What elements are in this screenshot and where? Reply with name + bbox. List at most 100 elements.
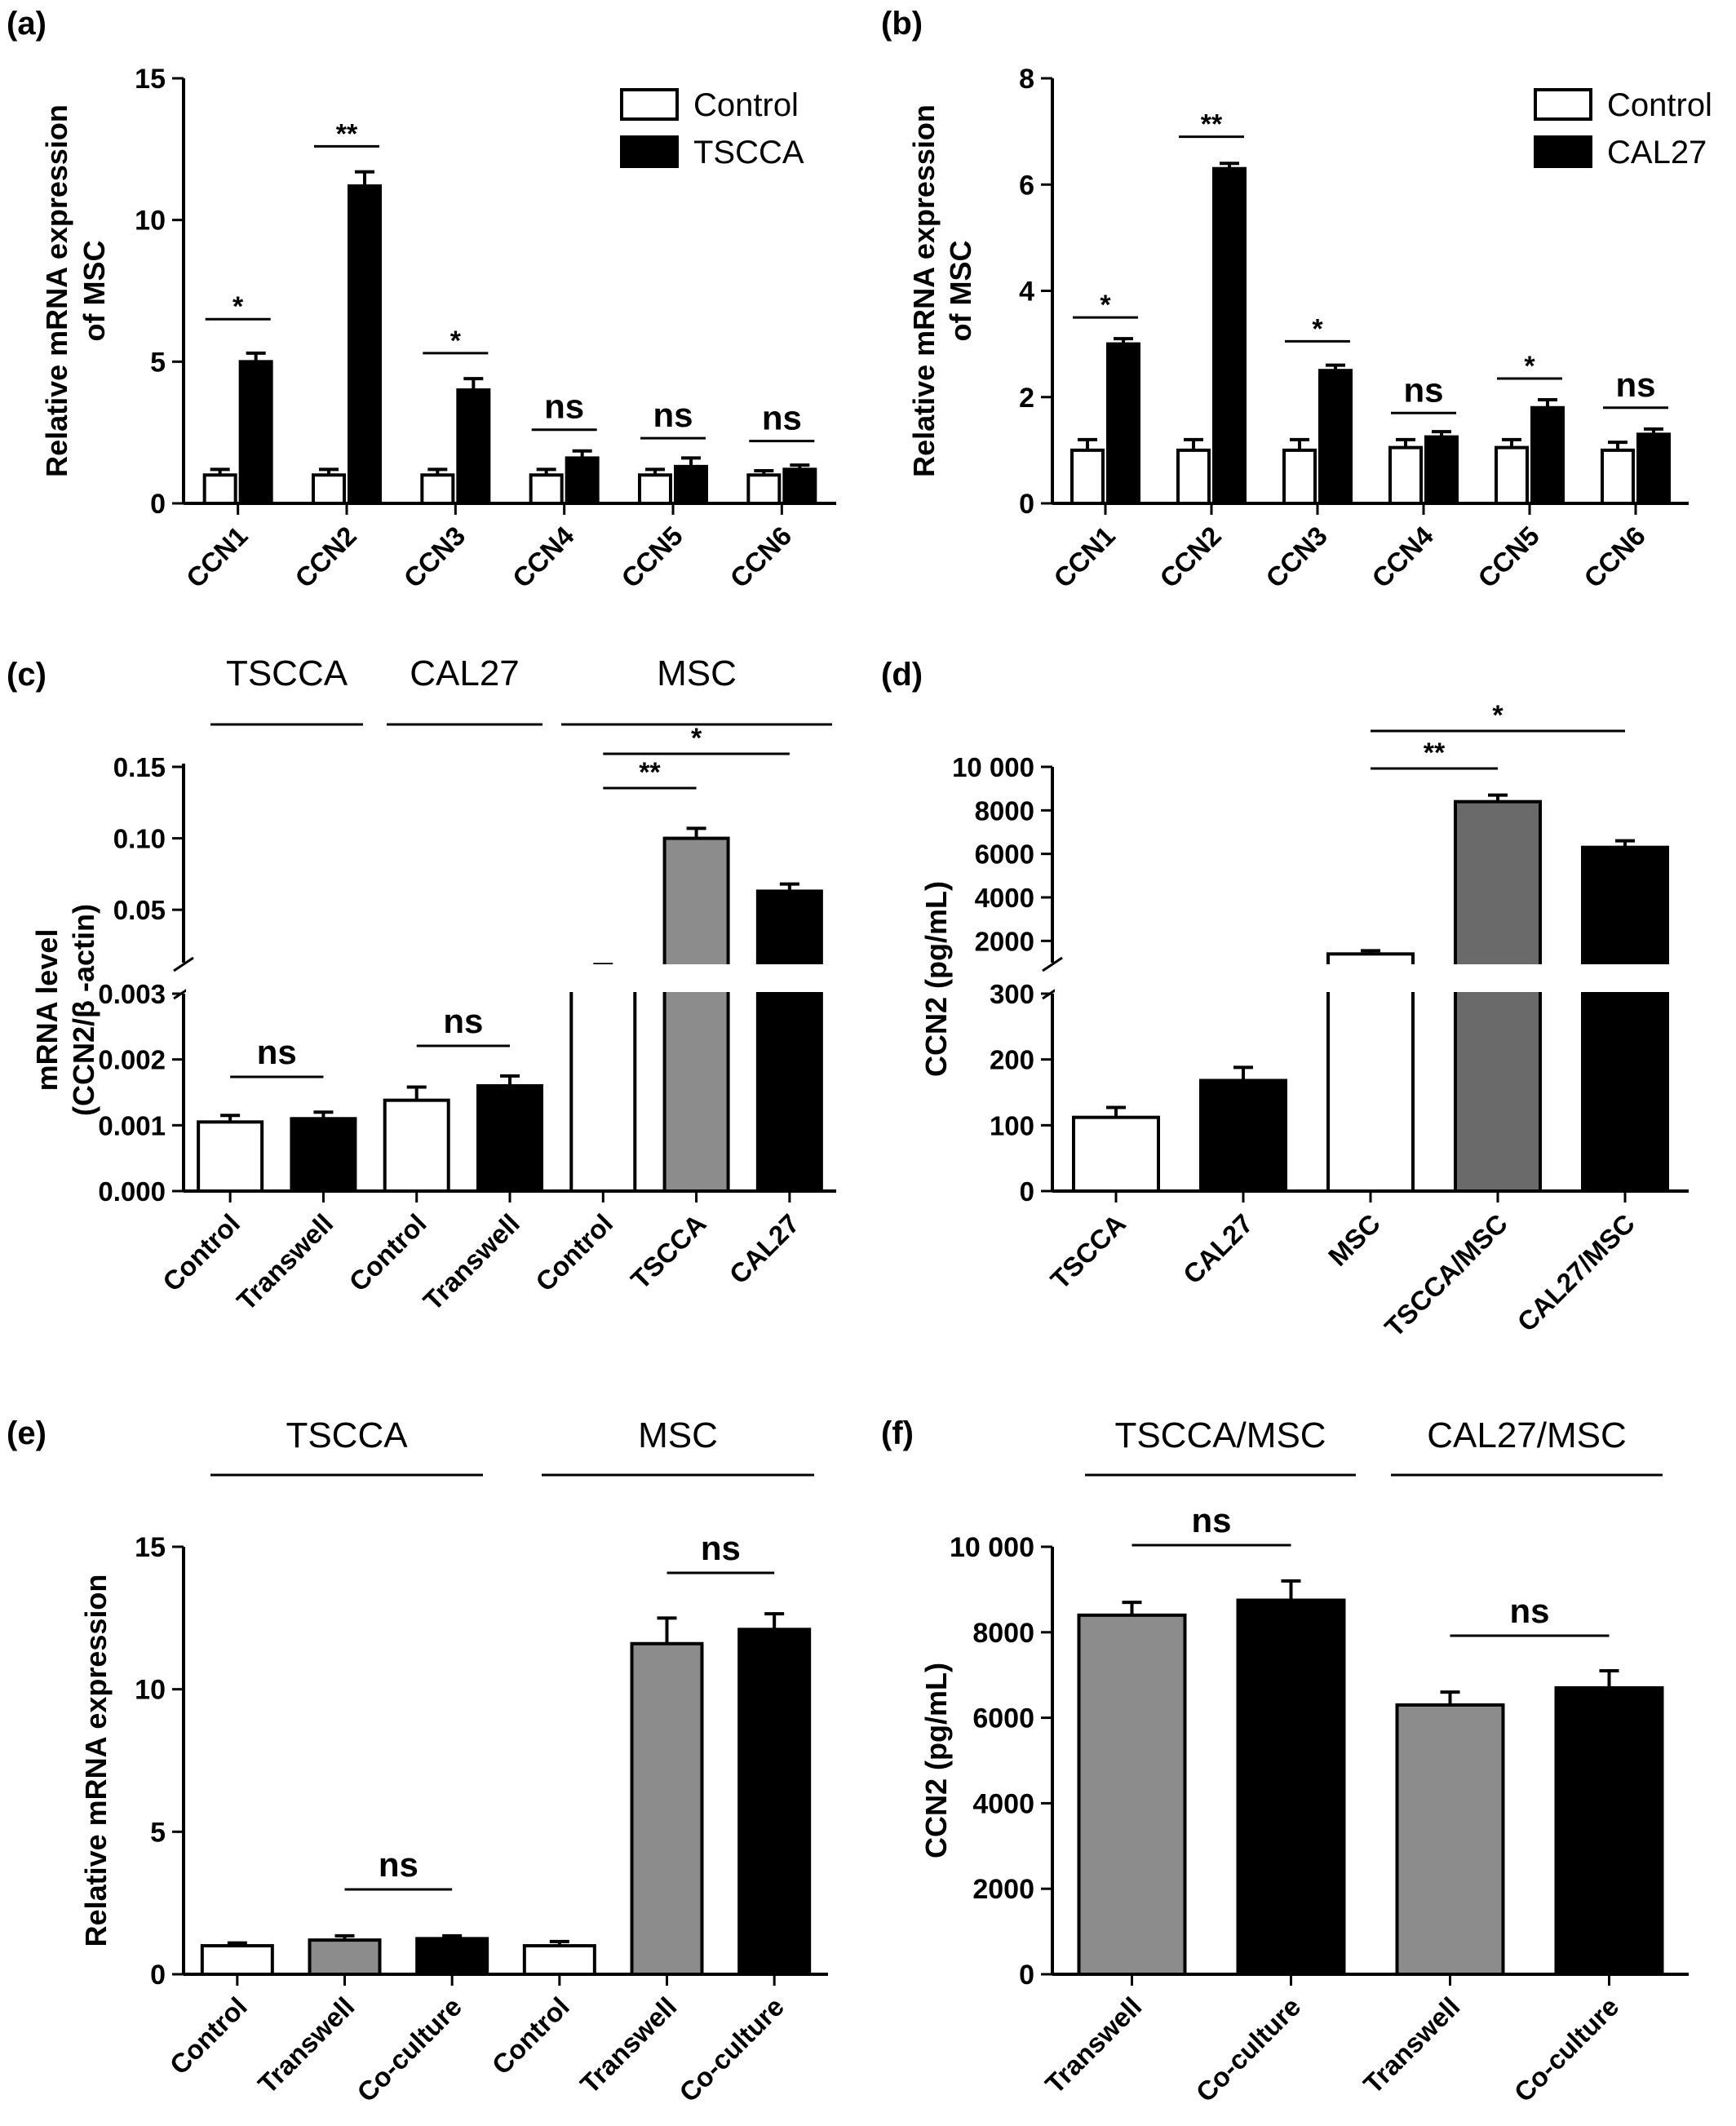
group-label: CAL27/MSC bbox=[1427, 1415, 1627, 1455]
bar-control bbox=[1176, 448, 1211, 505]
bar-control bbox=[1282, 448, 1317, 505]
chart-b: 0 2 4 6 8 Relative mRNA expression of MSC CCN1 C… bbox=[907, 64, 1712, 593]
y-axis-label: of MSC bbox=[944, 241, 977, 342]
x-tick-label: CCN5 bbox=[615, 520, 689, 594]
y-tick-label: 0.002 bbox=[98, 1045, 166, 1075]
x-tick-label: CCN4 bbox=[507, 520, 580, 593]
bar bbox=[1554, 1685, 1664, 1976]
y-tick-label: 0.001 bbox=[98, 1110, 166, 1141]
legend-label: TSCCA bbox=[693, 135, 804, 171]
significance-label: ns bbox=[762, 399, 802, 437]
x-tick-label: Transwell bbox=[417, 1208, 525, 1317]
y-tick-label: 0.05 bbox=[113, 895, 166, 925]
y-axis-label: CCN2 (pg/mL) bbox=[919, 881, 953, 1077]
y-tick-label: 15 bbox=[135, 1532, 166, 1563]
y-axis-label: Relative mRNA expression bbox=[79, 1575, 113, 1947]
y-tick-label: 6000 bbox=[975, 839, 1034, 870]
axis-break-mark bbox=[173, 956, 194, 972]
legend-label: CAL27 bbox=[1607, 135, 1707, 171]
x-tick-label: Transwell bbox=[1357, 1991, 1466, 2100]
group-label: TSCCA bbox=[226, 653, 348, 693]
bar bbox=[290, 1117, 357, 1194]
bar-control bbox=[312, 473, 346, 505]
legend-swatch bbox=[1534, 135, 1592, 168]
significance-label: * bbox=[1312, 313, 1323, 344]
bar-control bbox=[1388, 445, 1423, 506]
significance-label: ns bbox=[653, 396, 693, 434]
y-tick-label: 4000 bbox=[975, 883, 1034, 913]
y-tick-label: 0 bbox=[150, 1960, 166, 1991]
bar bbox=[737, 1628, 812, 1976]
y-axis-label: CCN2 (pg/mL) bbox=[919, 1663, 953, 1858]
axis-break-gap bbox=[1055, 964, 1691, 992]
legend-label: Control bbox=[1607, 87, 1712, 123]
significance-label: * bbox=[1524, 351, 1535, 382]
significance-label: * bbox=[450, 326, 462, 357]
significance-label: ** bbox=[1201, 109, 1223, 140]
y-tick-label: 8000 bbox=[972, 1618, 1034, 1649]
significance-label: ** bbox=[639, 757, 661, 788]
x-tick-label: Co-culture bbox=[1190, 1991, 1307, 2108]
y-axis-label: mRNA level bbox=[30, 929, 64, 1092]
bar-treated bbox=[1636, 432, 1671, 506]
significance-label: * bbox=[1100, 290, 1111, 321]
y-tick-label: 8000 bbox=[975, 795, 1034, 826]
bar-treated bbox=[1212, 166, 1247, 505]
x-tick-label: CCN6 bbox=[1578, 520, 1651, 594]
bar-treated bbox=[238, 360, 273, 506]
x-tick-label: Co-culture bbox=[1508, 1991, 1625, 2108]
panel-label: (f) bbox=[881, 1415, 914, 1451]
bar bbox=[308, 1938, 382, 1977]
bar-treated bbox=[1424, 435, 1459, 505]
y-tick-label: 4000 bbox=[972, 1788, 1034, 1819]
chart-a: 0 5 10 15 Relative mRNA expression of MSC CCN1… bbox=[40, 64, 836, 593]
y-axis-label: Relative mRNA expression bbox=[907, 104, 941, 477]
y-tick-label: 0 bbox=[1020, 1176, 1034, 1207]
bar-control bbox=[1601, 448, 1635, 505]
bar bbox=[569, 964, 637, 1193]
bar-treated bbox=[348, 184, 382, 505]
y-tick-label: 8 bbox=[1019, 64, 1034, 95]
y-tick-label: 5 bbox=[150, 1817, 166, 1848]
bar-control bbox=[202, 473, 237, 505]
group-label: TSCCA/MSC bbox=[1114, 1415, 1326, 1455]
bar-treated bbox=[456, 388, 491, 506]
y-axis-label: Relative mRNA expression bbox=[40, 104, 73, 477]
bar-control bbox=[1070, 448, 1105, 505]
bar-treated bbox=[674, 464, 708, 506]
axis-break-mark bbox=[1042, 956, 1063, 972]
bar bbox=[1077, 1613, 1187, 1976]
group-label: MSC bbox=[657, 653, 737, 693]
chart-c: 0.000 0.001 0.002 0.003 0.05 0.10 0.15 mRNA lev… bbox=[30, 653, 839, 1316]
y-tick-label: 10 000 bbox=[952, 752, 1034, 782]
x-tick-label: Transwell bbox=[574, 1991, 683, 2100]
x-tick-label: TSCCA bbox=[1044, 1208, 1132, 1296]
chart-f: 0 2000 4000 6000 8000 10 000 CCN2 (pg/mL) Trans… bbox=[919, 1415, 1689, 2108]
significance-label: ns bbox=[1403, 370, 1443, 409]
significance-label: ns bbox=[544, 388, 584, 426]
x-tick-label: CCN3 bbox=[1260, 520, 1333, 594]
x-tick-label: Co-culture bbox=[351, 1991, 467, 2108]
bar bbox=[1326, 952, 1415, 1194]
x-tick-label: CCN6 bbox=[724, 520, 798, 594]
y-tick-label: 15 bbox=[135, 64, 166, 95]
significance-label: ns bbox=[379, 1845, 418, 1884]
bar-treated bbox=[1106, 342, 1140, 505]
significance-label: ns bbox=[1509, 1592, 1549, 1630]
legend-swatch bbox=[620, 88, 679, 121]
x-tick-label: Control bbox=[529, 1208, 618, 1297]
bar bbox=[1199, 1079, 1287, 1193]
bar bbox=[1454, 799, 1542, 1194]
y-tick-label: 5 bbox=[150, 347, 166, 378]
x-tick-label: CAL27 bbox=[724, 1208, 805, 1290]
y-tick-label: 0 bbox=[1019, 1960, 1034, 1991]
significance-label: ns bbox=[257, 1033, 297, 1071]
bar bbox=[200, 1944, 274, 1976]
y-tick-label: 100 bbox=[990, 1110, 1034, 1141]
x-tick-label: CCN5 bbox=[1472, 520, 1545, 594]
x-tick-label: CAL27 bbox=[1177, 1208, 1259, 1290]
y-tick-label: 0.15 bbox=[113, 752, 166, 782]
y-tick-label: 200 bbox=[990, 1045, 1034, 1075]
significance-label: * bbox=[1492, 700, 1504, 731]
